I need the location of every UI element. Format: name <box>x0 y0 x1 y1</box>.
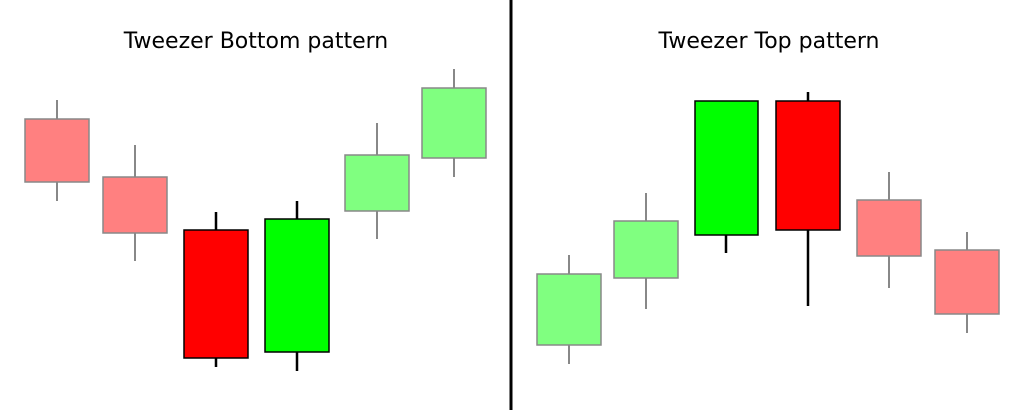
candle-body <box>344 154 410 212</box>
candle <box>775 92 841 306</box>
candle-body <box>694 100 759 236</box>
candle-body <box>856 199 922 257</box>
candle <box>102 145 168 261</box>
candle <box>183 212 249 367</box>
candle <box>856 172 922 288</box>
candle <box>24 100 90 201</box>
candle-body <box>613 220 679 279</box>
candle <box>421 69 487 177</box>
candle-body <box>536 273 602 346</box>
candle <box>536 255 602 364</box>
candle <box>264 201 330 371</box>
candle <box>694 100 759 253</box>
candle <box>934 232 1000 333</box>
panel-title: Tweezer Bottom pattern <box>123 29 389 54</box>
candle-body <box>24 118 90 183</box>
candle <box>344 123 410 239</box>
candle-body <box>421 87 487 159</box>
candle-body <box>264 218 330 353</box>
candle-body <box>775 100 841 231</box>
candle-body <box>934 249 1000 315</box>
candle-body <box>183 229 249 359</box>
candle-body <box>102 176 168 234</box>
candle <box>613 193 679 309</box>
panel-title: Tweezer Top pattern <box>658 29 880 54</box>
